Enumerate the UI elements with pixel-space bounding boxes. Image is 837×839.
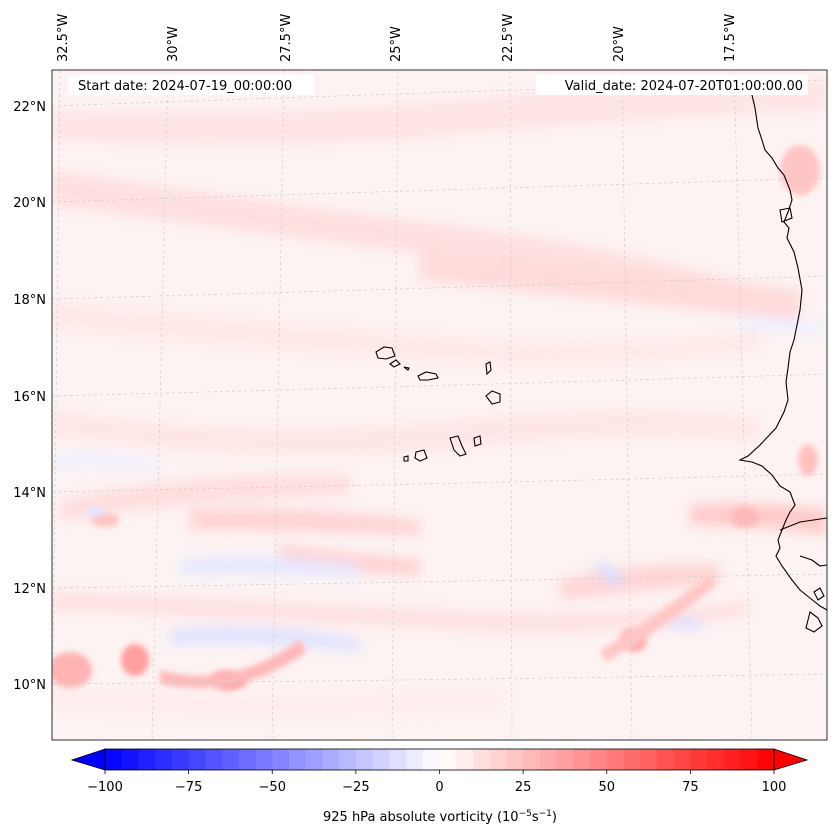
lon-label-27-5w: 27.5°W: [279, 14, 294, 62]
map-panel: Start date: 2024-07-19_00:00:00 Valid_da…: [13, 14, 828, 741]
colorbar-cell: [673, 749, 691, 770]
lat-label-12n: 12°N: [13, 582, 46, 597]
colorbar-label: 925 hPa absolute vorticity (10−5s−1): [323, 809, 557, 825]
lon-label-17-5w: 17.5°W: [723, 14, 738, 62]
island-brava: [403, 455, 409, 462]
lat-label-10n: 10°N: [13, 678, 46, 693]
colorbar-tick-label: 100: [762, 780, 787, 795]
colorbar-cell: [489, 749, 508, 770]
colorbar-cell: [138, 749, 156, 770]
colorbar-cell: [121, 749, 140, 770]
colorbar-cell: [656, 749, 675, 770]
colorbar-cell: [707, 749, 725, 770]
gridlines: [52, 70, 827, 740]
lon-label-32-5w: 32.5°W: [56, 14, 71, 62]
colorbar-cell: [272, 749, 290, 770]
colorbar-tick-label: −25: [342, 780, 369, 795]
colorbar-cell: [205, 749, 223, 770]
colorbar-extend-max: [773, 748, 809, 771]
lon-label-20w: 20°W: [612, 26, 627, 62]
colorbar-tick-label: −50: [259, 780, 286, 795]
lat-label-16n: 16°N: [13, 390, 46, 405]
lon-label-30w: 30°W: [166, 26, 181, 62]
colorbar-cell: [222, 749, 240, 770]
colorbar-cell: [422, 749, 441, 770]
vorticity-field: [52, 70, 827, 740]
island-sal: [485, 361, 492, 376]
colorbar-cell: [690, 749, 708, 770]
lon-label-22-5w: 22.5°W: [501, 14, 516, 62]
colorbar-cell: [590, 749, 608, 770]
colorbar-cell: [339, 749, 357, 770]
vorticity-maxima: [52, 145, 820, 690]
coastline: [738, 94, 827, 633]
valid-date-text: Valid_date: 2024-07-20T01:00:00.00: [565, 79, 803, 94]
colorbar: −100 −75 −50 −25 0 25 50 75 100 925 hPa absolute…: [70, 748, 809, 825]
colorbar-cells: [105, 749, 775, 770]
lat-label-14n: 14°N: [13, 486, 46, 501]
colorbar-tick-label: −75: [175, 780, 202, 795]
colorbar-cell: [372, 749, 390, 770]
colorbar-cell: [322, 749, 340, 770]
colorbar-cell: [155, 749, 173, 770]
colorbar-cell: [105, 749, 123, 770]
latitude-labels: 22°N 20°N 18°N 16°N 14°N 12°N 10°N: [13, 100, 46, 693]
colorbar-cell: [389, 749, 407, 770]
vorticity-shading: [52, 80, 827, 715]
colorbar-cell: [255, 749, 273, 770]
colorbar-extend-min: [70, 748, 106, 771]
island-sao-nicolau: [417, 371, 439, 381]
lat-label-22n: 22°N: [13, 100, 46, 115]
island-boa-vista: [485, 390, 501, 405]
lat-label-20n: 20°N: [13, 196, 46, 211]
colorbar-cell: [355, 749, 374, 770]
map-frame: [51, 69, 828, 741]
colorbar-cell: [740, 749, 758, 770]
colorbar-cell: [406, 749, 424, 770]
lat-label-18n: 18°N: [13, 293, 46, 308]
colorbar-cell: [757, 749, 775, 770]
colorbar-cell: [556, 749, 574, 770]
island-santiago: [449, 435, 467, 457]
island-santo-antao: [375, 346, 396, 360]
colorbar-cell: [288, 749, 307, 770]
colorbar-cell: [188, 749, 206, 770]
lon-label-25w: 25°W: [389, 26, 404, 62]
island-fogo: [414, 449, 428, 462]
colorbar-tick-label: −100: [87, 780, 123, 795]
cabo-verde-islands: [375, 346, 501, 462]
colorbar-tick-label: 75: [682, 780, 699, 795]
colorbar-tick-label: 0: [435, 780, 443, 795]
start-date-text: Start date: 2024-07-19_00:00:00: [78, 79, 292, 94]
island-maio: [473, 435, 482, 447]
west-africa-coastline: [738, 94, 827, 611]
colorbar-cell: [640, 749, 658, 770]
colorbar-cell: [573, 749, 591, 770]
colorbar-cell: [539, 749, 558, 770]
colorbar-cell: [506, 749, 524, 770]
island-sao-vicente: [389, 359, 401, 368]
colorbar-ticks: −100 −75 −50 −25 0 25 50 75 100: [87, 770, 786, 795]
colorbar-cell: [606, 749, 625, 770]
colorbar-tick-label: 25: [515, 780, 532, 795]
colorbar-tick-label: 50: [598, 780, 615, 795]
colorbar-cell: [723, 749, 742, 770]
island-santa-luzia: [403, 366, 410, 371]
colorbar-cell: [472, 749, 491, 770]
colorbar-cell: [623, 749, 641, 770]
longitude-labels: 32.5°W 30°W 27.5°W 25°W 22.5°W 20°W 17.5…: [56, 14, 738, 62]
colorbar-cell: [523, 749, 541, 770]
colorbar-cell: [456, 749, 474, 770]
colorbar-cell: [238, 749, 257, 770]
colorbar-cell: [171, 749, 190, 770]
valid-date-box: Valid_date: 2024-07-20T01:00:00.00: [536, 75, 808, 95]
colorbar-cell: [439, 749, 457, 770]
start-date-box: Start date: 2024-07-19_00:00:00: [68, 75, 314, 95]
colorbar-cell: [305, 749, 324, 770]
